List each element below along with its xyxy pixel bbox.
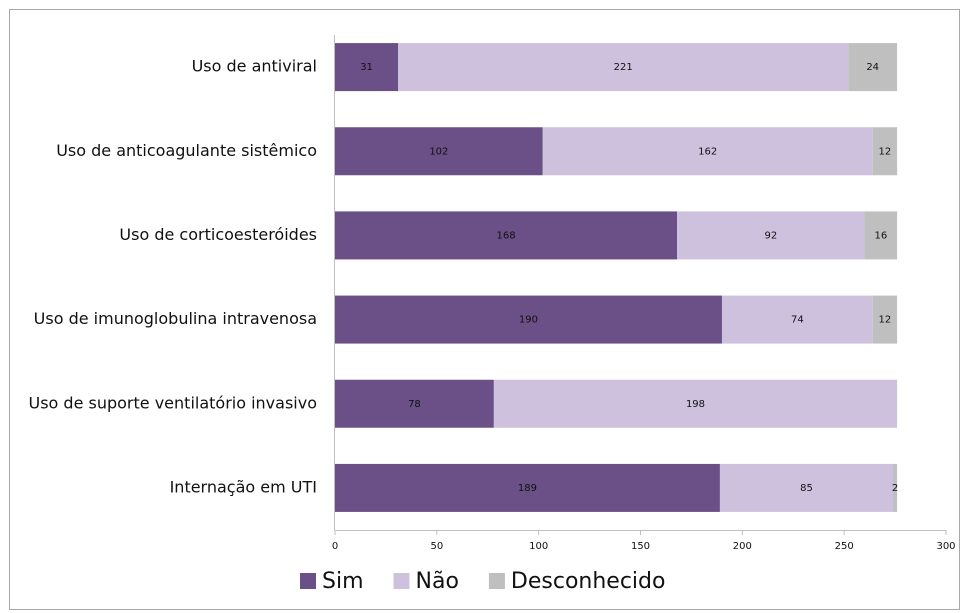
data-label: 190 [519,315,538,326]
legend-swatch [393,573,410,589]
bar-segment [335,463,720,512]
legend-label: Desconhecido [511,569,666,594]
bar-segment [864,211,898,260]
legend-label: Não [416,569,459,594]
bar-segment [848,43,898,92]
x-tick-label: 50 [430,541,443,552]
x-tick-label: 100 [529,541,548,552]
data-label: 168 [497,230,516,241]
x-tick-label: 300 [936,541,955,552]
data-label: 189 [518,483,537,494]
bar-segment [335,211,678,260]
data-label: 92 [764,230,777,241]
y-tick-label: Uso de corticoesteróides [119,225,317,244]
data-label: 16 [874,230,887,241]
x-tick-label: 150 [631,541,650,552]
bar-segment [335,127,543,176]
bar-segment [542,127,873,176]
bar-segment [398,43,849,92]
y-tick-label: Uso de suporte ventilatório invasivo [29,393,318,412]
x-tick-label: 0 [332,541,338,552]
y-tick-label: Uso de antiviral [192,57,317,76]
data-label: 198 [686,399,705,410]
legend-swatch [300,573,316,589]
data-label: 74 [791,315,804,326]
bar-segment [872,295,898,344]
bar-segment [335,43,399,92]
data-label: 12 [879,315,892,326]
data-label: 221 [614,62,633,73]
legend-label: Sim [322,569,364,594]
data-label: 2 [892,483,898,494]
bar-segment [493,379,898,428]
bar-segment [335,379,494,428]
x-tick-label: 250 [835,541,854,552]
legend-swatch [488,573,505,589]
data-label: 85 [800,483,813,494]
data-label: 31 [360,62,373,73]
data-label: 12 [879,146,892,157]
bar-segment [893,463,898,512]
data-label: 102 [429,146,448,157]
bar-segment [872,127,898,176]
bar-segment [721,295,873,344]
x-tick-label: 200 [733,541,752,552]
bar-segment [719,463,894,512]
data-label: 78 [408,399,421,410]
y-tick-label: Uso de anticoagulante sistêmico [56,141,317,160]
bar-segment [677,211,865,260]
bar-segment [335,295,722,344]
y-tick-label: Uso de imunoglobulina intravenosa [34,309,317,328]
data-label: 162 [698,146,717,157]
y-tick-label: Internação em UTI [170,477,317,496]
data-label: 24 [866,62,879,73]
